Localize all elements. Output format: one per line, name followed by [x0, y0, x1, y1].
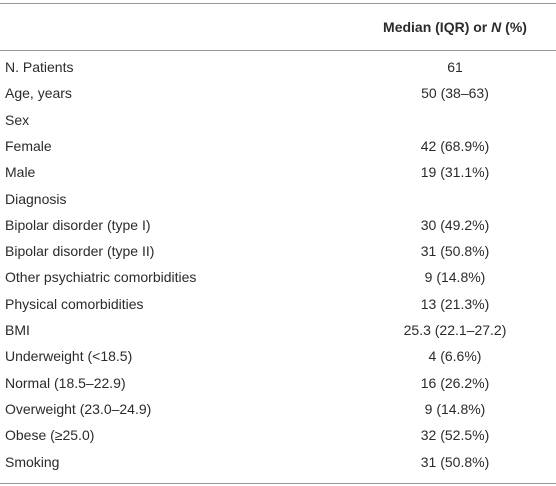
row-value: 4 (6.6%): [428, 348, 482, 365]
row-value: 16 (26.2%): [420, 374, 490, 391]
row-label: N. Patients: [5, 59, 74, 75]
row-value: 61: [447, 59, 463, 75]
row-value: 42 (68.9%): [420, 137, 490, 154]
row-label: Obese (≥25.0): [5, 427, 95, 444]
row-label: Overweight (23.0–24.9): [5, 400, 152, 417]
row-label: Age, years: [5, 85, 72, 102]
row-label: Female: [5, 137, 52, 154]
top-rule: [0, 3, 556, 4]
row-value: 50 (38–63): [421, 85, 489, 102]
header-text: (%): [501, 19, 527, 35]
row-label: Sex: [5, 111, 30, 128]
header-text: Median (IQR) or: [383, 19, 492, 35]
header-text: N: [491, 19, 502, 35]
row-label: Bipolar disorder (type I): [5, 216, 151, 233]
row-value: 19 (31.1%): [420, 164, 490, 181]
column-header: Median (IQR) or N (%): [360, 17, 550, 37]
row-label: Male: [5, 164, 36, 181]
bottom-rule: [0, 483, 556, 484]
row-label: Diagnosis: [5, 190, 67, 207]
row-value: 32 (52.5%): [420, 427, 490, 444]
row-label: Bipolar disorder (type II): [5, 243, 155, 260]
row-label: Other psychiatric comorbidities: [5, 269, 197, 286]
row-label: Normal (18.5–22.9): [5, 374, 126, 391]
row-label: Smoking: [5, 453, 60, 470]
row-value: 9 (14.8%): [424, 269, 486, 286]
row-value: 13 (21.3%): [420, 295, 490, 312]
row-label: Underweight (<18.5): [5, 348, 133, 365]
row-value: 9 (14.8%): [424, 400, 486, 417]
row-label: Physical comorbidities: [5, 295, 144, 312]
header-rule: [0, 50, 556, 51]
row-value: 31 (50.8%): [420, 453, 490, 470]
row-value: 30 (49.2%): [420, 216, 490, 233]
row-value: 31 (50.8%): [420, 243, 490, 260]
row-label: BMI: [5, 322, 30, 338]
row-value: 25.3 (22.1–27.2): [403, 322, 507, 338]
